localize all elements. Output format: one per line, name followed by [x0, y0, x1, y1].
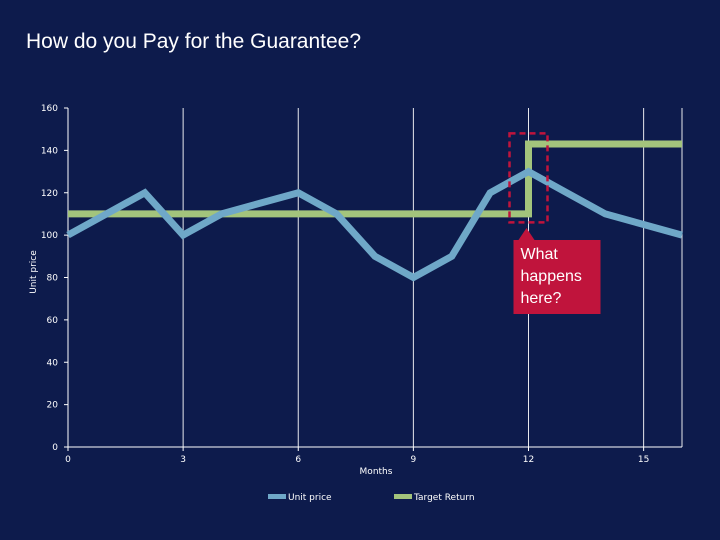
slide-title: How do you Pay for the Guarantee? — [26, 30, 362, 53]
callout-text-line: What — [521, 246, 559, 263]
y-tick-label: 80 — [47, 274, 59, 284]
x-tick-label: 3 — [180, 455, 186, 465]
series-lines — [66, 140, 683, 282]
series-line-unit-price — [66, 167, 683, 282]
y-tick-label: 0 — [52, 443, 58, 453]
y-axis-title: Unit price — [29, 250, 39, 294]
x-tick-label: 12 — [523, 455, 534, 465]
y-tick-label: 40 — [47, 358, 59, 368]
y-tick-label: 20 — [47, 401, 59, 411]
callout-pointer — [518, 228, 535, 240]
y-tick-label: 140 — [41, 146, 58, 156]
y-tick-label: 100 — [41, 231, 58, 241]
x-tick-label: 9 — [411, 455, 417, 465]
x-tick-label: 0 — [65, 455, 71, 465]
y-tick-label: 160 — [41, 104, 58, 114]
legend-label: Unit price — [288, 493, 332, 503]
x-axis-ticks: 0 3 6 9 12 15 — [65, 447, 649, 465]
legend-swatch — [268, 494, 286, 499]
x-tick-label: 6 — [295, 455, 301, 465]
callout-text-line: here? — [521, 290, 562, 307]
callout-annotation: What happens here? — [508, 132, 601, 314]
series-line-target-return — [68, 140, 682, 218]
x-axis-title: Months — [360, 467, 393, 477]
legend-label: Target Return — [413, 493, 475, 503]
highlight-dashed-box — [508, 132, 549, 224]
legend-swatch — [394, 494, 412, 499]
legend: Unit price Target Return — [268, 493, 475, 503]
callout-box — [513, 240, 601, 314]
y-tick-label: 60 — [47, 316, 59, 326]
callout-text-line: happens — [521, 268, 582, 285]
y-axis-ticks: 0 20 40 60 80 100 120 140 160 — [41, 104, 68, 453]
y-tick-label: 120 — [41, 189, 58, 199]
x-tick-label: 15 — [638, 455, 649, 465]
